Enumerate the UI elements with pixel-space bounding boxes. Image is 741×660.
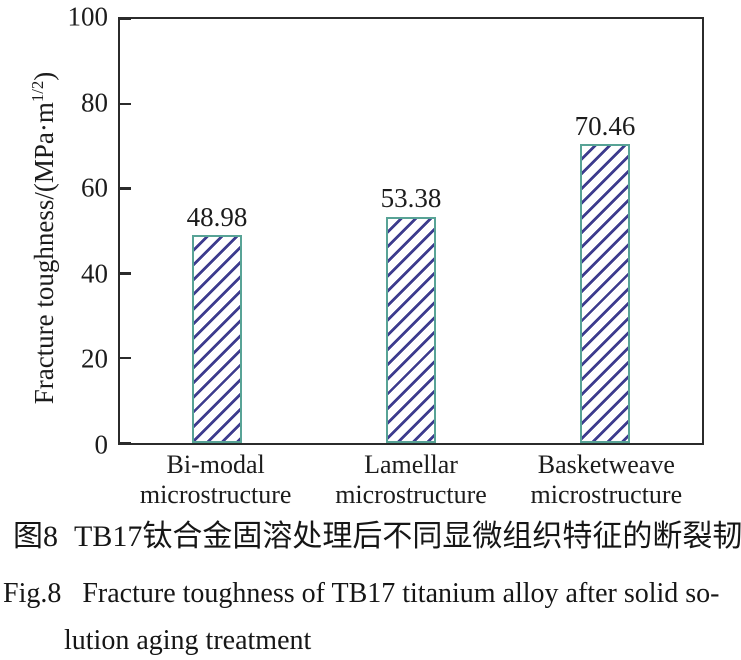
x-category-label-3-line-1: Basketweave [537,450,675,479]
plot-area: 48.98 53.38 70.46 [118,17,704,445]
y-tick-mark-100 [120,17,131,21]
caption-chinese-text: TB17钛合金固溶处理后不同显微组织特征的断裂韧度 [74,520,741,553]
y-tick-label-80: 80 [81,87,108,118]
y-tick-mark-20 [120,356,131,360]
y-tick-label-0: 0 [94,429,109,460]
caption-english-line1: Fracture toughness of TB17 titanium allo… [82,578,720,609]
x-category-label-1-line-2: microstructure [139,480,292,509]
caption-chinese: 图8 TB17钛合金固溶处理后不同显微组织特征的断裂韧度 [13,518,741,556]
x-axis-category-labels: Bi-modal microstructure Lamellar microstruc… [118,450,704,512]
bar-value-label-3: 70.46 [574,110,636,141]
y-tick-mark-0 [120,441,131,445]
caption-chinese-figure-number: 图8 [13,520,58,553]
y-tick-mark-40 [120,272,131,275]
caption-english-figure-number: Fig.8 [3,578,62,609]
y-tick-label-60: 60 [81,172,108,203]
bar-3: 70.46 [575,111,635,443]
y-tick-label-40: 40 [81,258,108,289]
x-category-label-3: Basketweave microstructure [531,450,683,510]
x-category-label-3-line-2: microstructure [530,480,683,509]
x-category-label-1-line-1: Bi-modal [166,450,265,479]
x-category-label-1: Bi-modal microstructure [140,450,292,510]
caption-english-line2: lution aging treatment [64,625,312,656]
bar-value-label-1: 48.98 [186,201,248,232]
x-category-label-2: Lamellar microstructure [335,450,487,510]
y-tick-mark-60 [120,187,131,190]
y-axis-tick-labels: 0 20 40 60 80 100 [0,3,112,458]
caption-english-line1-row: Fig.8 Fracture toughness of TB17 titanium… [3,577,720,611]
caption-english: Fig.8 Fracture toughness of TB17 titanium… [3,577,720,658]
bar-1: 48.98 [187,202,247,443]
x-category-label-2-line-1: Lamellar [364,450,458,479]
y-tick-mark-80 [120,102,131,106]
bar-value-label-2: 53.38 [380,182,442,213]
y-tick-label-100: 100 [67,1,109,32]
y-tick-label-20: 20 [81,343,108,374]
bar-2: 53.38 [381,183,441,443]
x-category-label-2-line-2: microstructure [335,480,487,509]
